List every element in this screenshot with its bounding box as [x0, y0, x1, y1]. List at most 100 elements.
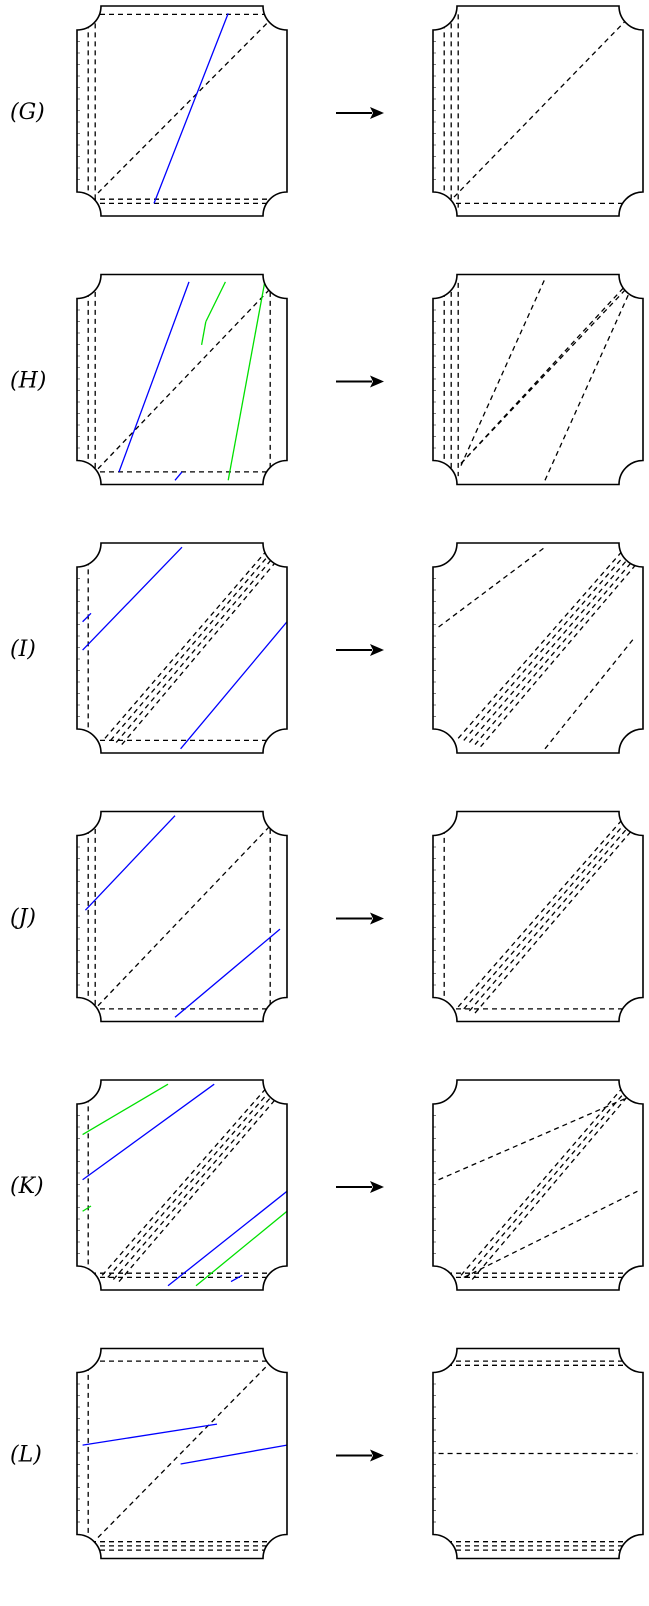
right-panel-content — [433, 546, 636, 750]
dashed-curve-3 — [468, 557, 630, 743]
green-curve-1 — [82, 1205, 92, 1212]
row-label: (J) — [10, 906, 36, 931]
dashed-curve-2 — [457, 819, 623, 1008]
green-curve-1 — [200, 321, 207, 345]
dashed-curve-2 — [463, 553, 627, 741]
dashed-curve-2 — [466, 1090, 627, 1278]
arrow-head-icon — [370, 375, 384, 388]
row-2: (I) — [10, 542, 644, 754]
dashed-curve-4 — [460, 281, 630, 464]
dashed-curve-3 — [463, 821, 627, 1010]
blue-curve-1 — [167, 1190, 287, 1287]
arrow-head-icon — [370, 107, 384, 119]
dashed-curve-5 — [480, 565, 636, 748]
dashed-curve-4 — [115, 557, 274, 743]
left-panel-content — [77, 546, 287, 750]
right-panel-frame — [432, 810, 644, 1023]
left-panel-frame — [76, 5, 288, 217]
blue-curve-0 — [82, 1423, 218, 1446]
blue-curve-1 — [180, 1444, 287, 1465]
left-panel — [76, 273, 288, 486]
dashed-curve-4 — [474, 561, 633, 746]
left-panel-frame — [76, 1079, 288, 1291]
green-curve-0 — [227, 282, 266, 481]
dashed-curve-5 — [97, 13, 277, 194]
blue-curve-0 — [82, 1083, 215, 1181]
row-5: (L) — [10, 1347, 644, 1560]
blue-curve-2 — [180, 621, 287, 750]
right-panel-content — [433, 1360, 638, 1551]
dashed-curve-5 — [460, 278, 546, 466]
row-4: (K) — [10, 1079, 644, 1291]
left-panel — [76, 810, 288, 1023]
blue-curve-0 — [84, 815, 176, 911]
dashed-curve-5 — [97, 1356, 277, 1538]
dashed-curve-4 — [468, 825, 630, 1012]
row-1: (H) — [10, 273, 644, 486]
right-panel — [432, 542, 644, 754]
left-panel-content — [77, 281, 277, 481]
right-panel-content — [433, 819, 633, 1014]
row-label: (K) — [10, 1174, 44, 1199]
row-label: (H) — [10, 369, 46, 394]
right-panel-frame — [432, 5, 644, 217]
dashed-curve-1 — [457, 550, 623, 739]
arrow-head-icon — [370, 1181, 384, 1193]
row-3: (J) — [10, 810, 644, 1023]
dashed-curve-4 — [463, 1190, 638, 1278]
green-curve-2 — [205, 281, 226, 323]
dashed-curve-5 — [112, 1094, 274, 1280]
blue-curve-1 — [174, 471, 183, 481]
dashed-curve-4 — [107, 1090, 271, 1278]
right-panel-frame — [432, 1347, 644, 1560]
blue-curve-0 — [118, 281, 190, 473]
dashed-curve-4 — [97, 282, 277, 470]
right-panel — [432, 810, 644, 1023]
blue-curve-0 — [153, 13, 229, 204]
left-panel-frame — [76, 542, 288, 754]
left-panel-content — [77, 1083, 287, 1287]
arrow-head-icon — [370, 1449, 384, 1462]
right-panel — [432, 273, 644, 486]
right-panel-frame — [432, 1079, 644, 1291]
right-panel-frame — [432, 273, 644, 486]
arrow-head-icon — [370, 912, 384, 925]
left-panel-content — [77, 815, 281, 1018]
green-curve-0 — [82, 1083, 169, 1136]
blue-curve-2 — [230, 1274, 243, 1283]
dashed-curve-3 — [471, 1094, 630, 1280]
row-label: (G) — [10, 100, 45, 125]
dashed-curve-5 — [121, 561, 277, 746]
dashed-curve-6 — [118, 1098, 277, 1283]
left-panel — [76, 542, 288, 754]
dashed-curve-5 — [474, 829, 633, 1014]
left-panel-frame — [76, 273, 288, 486]
right-panel — [432, 1347, 644, 1560]
dashed-curve-6 — [544, 637, 636, 750]
row-0: (G) — [10, 5, 644, 217]
left-panel — [76, 1079, 288, 1291]
left-panel-content — [77, 1356, 287, 1551]
blue-curve-1 — [174, 928, 281, 1018]
left-panel — [76, 5, 288, 217]
dashed-curve-3 — [110, 553, 271, 741]
left-panel — [76, 1347, 288, 1560]
dashed-curve-6 — [544, 286, 633, 481]
blue-curve-1 — [82, 612, 92, 623]
right-panel-content — [433, 278, 633, 481]
green-curve-2 — [195, 1210, 287, 1287]
right-panel-frame — [432, 542, 644, 754]
blue-curve-0 — [82, 546, 183, 651]
row-label: (L) — [10, 1443, 42, 1468]
dashed-curve-0 — [438, 546, 546, 628]
right-panel-content — [433, 13, 633, 208]
right-panel — [432, 5, 644, 217]
dashed-curve-3 — [460, 282, 633, 464]
left-panel-frame — [76, 810, 288, 1023]
row-label: (I) — [10, 637, 36, 662]
left-panel-content — [77, 13, 277, 208]
dashed-curve-4 — [97, 819, 277, 1007]
dashed-curve-3 — [453, 13, 633, 198]
dashed-curve-0 — [438, 1095, 633, 1181]
